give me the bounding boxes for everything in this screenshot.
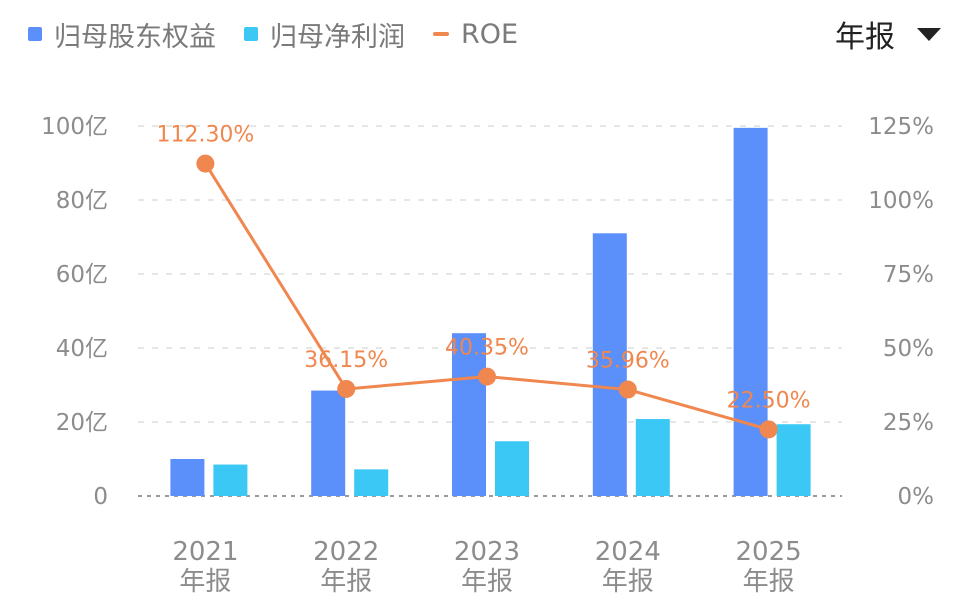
legend-swatch-roe <box>433 32 449 36</box>
y-left-tick-label: 100亿 <box>41 114 108 140</box>
roe-line-series: 112.30% 36.15% 40.35% 35.96% 22.50% <box>156 123 811 439</box>
chart-legend: 归母股东权益 归母净利润 ROE <box>28 14 546 54</box>
y-right-tick-label: 125% <box>868 114 934 140</box>
bar-profit[interactable] <box>213 464 248 496</box>
period-selector-label: 年报 <box>835 20 895 55</box>
y-left-tick-label: 80亿 <box>56 188 108 214</box>
roe-data-label: 22.50% <box>727 388 811 413</box>
legend-item-roe[interactable]: ROE <box>433 19 518 50</box>
legend-label-roe: ROE <box>461 18 519 50</box>
y-axis-right: 0% 25% 50% 75% 100% 125% <box>868 114 934 510</box>
roe-point[interactable] <box>618 380 637 399</box>
roe-point[interactable] <box>478 367 496 386</box>
legend-swatch-equity <box>28 27 42 41</box>
bar-series <box>170 127 811 497</box>
bar-profit[interactable] <box>354 469 389 496</box>
y-right-tick-label: 50% <box>883 336 934 362</box>
y-left-tick-label: 60亿 <box>56 262 108 288</box>
legend-label-profit: 归母净利润 <box>270 21 405 53</box>
bar-profit[interactable] <box>776 424 811 496</box>
gridlines <box>138 125 842 497</box>
chevron-down-icon <box>917 27 941 41</box>
x-axis: 2021 年报 2022 年报 2023 年报 2024 年报 2025 年报 <box>172 537 801 597</box>
x-tick-label: 2024 年报 <box>595 537 661 597</box>
y-left-tick-label: 40亿 <box>56 336 108 362</box>
roe-data-label: 112.30% <box>156 123 254 148</box>
roe-line <box>204 162 770 431</box>
bar-equity[interactable] <box>170 459 205 496</box>
legend-item-equity[interactable]: 归母股东权益 <box>28 15 216 54</box>
bar-profit[interactable] <box>635 419 670 496</box>
roe-data-label: 35.96% <box>586 349 670 374</box>
y-right-tick-label: 75% <box>883 262 934 288</box>
bar-equity[interactable] <box>733 127 768 496</box>
y-left-tick-label: 0 <box>93 484 108 510</box>
legend-label-equity: 归母股东权益 <box>54 21 216 53</box>
y-right-tick-label: 100% <box>868 188 934 214</box>
period-selector[interactable]: 年报 <box>835 12 941 56</box>
y-left-tick-label: 20亿 <box>56 410 108 436</box>
bar-equity[interactable] <box>592 233 627 497</box>
bar-equity[interactable] <box>311 390 346 496</box>
legend-item-profit[interactable]: 归母净利润 <box>244 15 405 54</box>
roe-data-label: 36.15% <box>304 348 388 373</box>
roe-point[interactable] <box>337 379 356 398</box>
bar-profit[interactable] <box>495 441 529 496</box>
roe-point[interactable] <box>759 420 778 439</box>
y-right-tick-label: 25% <box>883 410 934 436</box>
bar-equity[interactable] <box>452 333 486 496</box>
y-right-tick-label: 0% <box>898 484 935 510</box>
roe-point[interactable] <box>196 154 215 173</box>
x-tick-label: 2023 年报 <box>454 537 520 597</box>
x-tick-label: 2021 年报 <box>172 537 238 597</box>
x-tick-label: 2025 年报 <box>736 537 802 597</box>
legend-swatch-profit <box>244 27 258 41</box>
y-axis-left: 0 20亿 40亿 60亿 80亿 100亿 <box>41 114 108 510</box>
roe-data-label: 40.35% <box>445 336 529 361</box>
x-tick-label: 2022 年报 <box>313 537 379 597</box>
